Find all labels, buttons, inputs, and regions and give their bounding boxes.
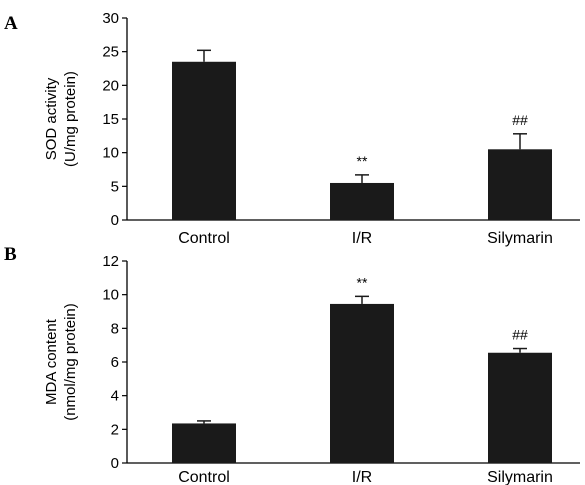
y-tick-label: 0: [111, 455, 119, 472]
significance-marker: **: [357, 274, 368, 290]
bar: [488, 149, 552, 220]
x-category-label: Silymarin: [487, 230, 553, 247]
y-axis-title: (U/mg protein): [62, 71, 79, 167]
y-axis-title: (nmol/mg protein): [62, 303, 79, 421]
y-tick-label: 30: [102, 10, 119, 27]
panel-letter-b: B: [4, 244, 17, 265]
x-category-label: I/R: [352, 230, 372, 247]
y-tick-label: 0: [111, 212, 119, 229]
y-tick-label: 15: [102, 111, 119, 128]
bar: [172, 61, 236, 221]
x-category-label: I/R: [352, 469, 372, 485]
panel-letter-a: A: [4, 13, 18, 34]
y-tick-label: 5: [111, 178, 119, 195]
y-tick-label: 2: [111, 421, 119, 438]
bar: [172, 423, 236, 463]
x-category-label: Control: [178, 469, 230, 485]
y-axis-title: SOD activity: [43, 77, 60, 160]
significance-marker: ##: [512, 112, 528, 128]
y-tick-label: 8: [111, 320, 119, 337]
significance-marker: ##: [512, 327, 528, 343]
significance-marker: **: [357, 153, 368, 169]
y-tick-label: 10: [102, 145, 119, 162]
x-category-label: Control: [178, 230, 230, 247]
y-tick-label: 25: [102, 44, 119, 61]
x-category-label: Silymarin: [487, 469, 553, 485]
y-tick-label: 10: [102, 287, 119, 304]
chart-panel-b: 0 2 4 6 8 10 12 MDA content (nmol/mg protein) Con…: [43, 253, 580, 485]
y-tick-label: 20: [102, 77, 119, 94]
bar: [330, 303, 394, 463]
y-tick-label: 6: [111, 354, 119, 371]
bar: [488, 352, 552, 463]
y-tick-label: 4: [111, 388, 119, 405]
bar: [330, 182, 394, 220]
y-tick-label: 12: [102, 253, 119, 270]
chart-panel-a: 0 5 10 15 20 25 30 SOD activity (U/mg protein) Co…: [43, 10, 580, 247]
y-axis-title: MDA content: [43, 318, 60, 405]
